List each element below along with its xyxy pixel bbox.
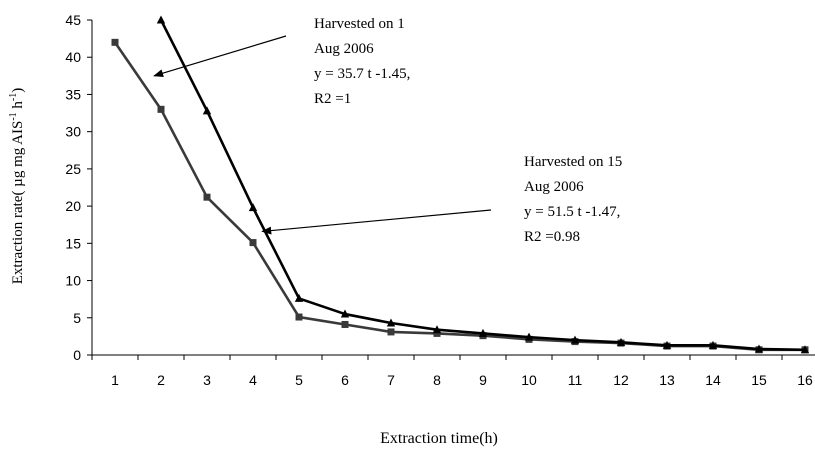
y-tick-label: 5 bbox=[73, 310, 81, 326]
x-tick-label: 16 bbox=[797, 372, 813, 388]
x-axis-title: Extraction time(h) bbox=[380, 430, 498, 447]
x-tick-label: 14 bbox=[705, 372, 721, 388]
series-2-triangle-marker bbox=[248, 203, 258, 212]
annotation-arrow bbox=[261, 209, 492, 235]
y-axis-title: Extraction rate( µg mg AIS-1 h-1) bbox=[8, 88, 26, 285]
series-2-triangle-marker bbox=[800, 345, 810, 354]
series-2-triangle-marker bbox=[708, 340, 718, 349]
series-2-triangle-marker bbox=[570, 335, 580, 344]
y-axis-title-end: ) bbox=[10, 88, 26, 93]
annotation-text-line: R2 =1 bbox=[314, 91, 351, 107]
x-tick-label: 12 bbox=[613, 372, 629, 388]
annotation-text-line: Harvested on 15 bbox=[524, 154, 622, 170]
x-tick-label: 8 bbox=[433, 372, 441, 388]
series-1-square-marker bbox=[249, 239, 257, 247]
y-tick-label: 15 bbox=[65, 235, 81, 251]
series-1-square-marker bbox=[387, 328, 395, 336]
annotation-text-line: y = 51.5 t -1.47, bbox=[524, 204, 620, 220]
series-layer bbox=[111, 15, 810, 354]
x-tick-label: 7 bbox=[387, 372, 395, 388]
series-1-square-marker bbox=[433, 329, 441, 337]
annotation-text-line: R2 =0.98 bbox=[524, 229, 580, 245]
series-2-triangle-marker bbox=[524, 332, 534, 341]
annotation-text-line: Aug 2006 bbox=[314, 41, 374, 57]
annotation-text-line: Aug 2006 bbox=[524, 179, 584, 195]
series-1-square-marker bbox=[157, 105, 165, 113]
series-2-triangle-marker bbox=[754, 344, 764, 353]
x-tick-label: 11 bbox=[568, 372, 583, 388]
x-tick-label: 6 bbox=[341, 372, 349, 388]
x-tick-label: 4 bbox=[249, 372, 257, 388]
annotation-text-line: Harvested on 1 bbox=[314, 16, 405, 32]
x-tick-label: 1 bbox=[111, 372, 119, 388]
series-2-triangle-marker bbox=[156, 15, 166, 24]
y-tick-label: 10 bbox=[65, 273, 81, 289]
series-1-square-marker bbox=[203, 193, 211, 201]
y-tick-label: 45 bbox=[65, 12, 81, 28]
x-tick-label: 2 bbox=[157, 372, 165, 388]
annotation-arrow bbox=[153, 35, 287, 78]
series-2-triangle-marker bbox=[478, 328, 488, 337]
series-2-triangle-marker bbox=[202, 106, 212, 115]
x-tick-label: 10 bbox=[521, 372, 537, 388]
x-tick-label: 13 bbox=[659, 372, 675, 388]
series-1-square-marker bbox=[111, 38, 119, 46]
y-tick-label: 40 bbox=[65, 49, 81, 65]
y-tick-label: 0 bbox=[73, 347, 81, 363]
series-2-triangle-marker bbox=[616, 337, 626, 346]
y-axis-title-mid: h bbox=[10, 101, 26, 113]
series-2-triangle-marker bbox=[340, 309, 350, 318]
x-tick-label: 9 bbox=[479, 372, 487, 388]
annotation-2: Harvested on 15 Aug 2006 y = 51.5 t -1.47,… bbox=[261, 154, 622, 245]
y-tick-label: 25 bbox=[65, 161, 81, 177]
series-2-line bbox=[159, 19, 806, 352]
y-tick-label: 35 bbox=[65, 86, 81, 102]
x-tick-label: 15 bbox=[751, 372, 767, 388]
series-2-triangle-marker bbox=[662, 340, 672, 349]
series-1-line bbox=[113, 41, 805, 352]
y-axis-title-sup2: -1 bbox=[8, 93, 19, 101]
y-axis-title-main: Extraction rate( µg mg AIS bbox=[10, 121, 26, 285]
annotation-text-line: y = 35.7 t -1.45, bbox=[314, 66, 410, 82]
annotation-1: Harvested on 1 Aug 2006 y = 35.7 t -1.45, R… bbox=[153, 16, 410, 107]
y-tick-label: 20 bbox=[65, 198, 81, 214]
series-1-square-marker bbox=[295, 313, 303, 321]
series-2-triangle-marker bbox=[294, 293, 304, 302]
series-2-triangle-marker bbox=[432, 325, 442, 334]
y-tick-label: 30 bbox=[65, 124, 81, 140]
series-2-triangle-marker bbox=[386, 318, 396, 327]
annotation-layer: Harvested on 1 Aug 2006 y = 35.7 t -1.45, R… bbox=[153, 16, 622, 245]
y-axis-title-sup1: -1 bbox=[8, 112, 19, 120]
x-tick-label: 3 bbox=[203, 372, 211, 388]
series-1-square-marker bbox=[341, 320, 349, 328]
x-tick-label: 5 bbox=[295, 372, 303, 388]
